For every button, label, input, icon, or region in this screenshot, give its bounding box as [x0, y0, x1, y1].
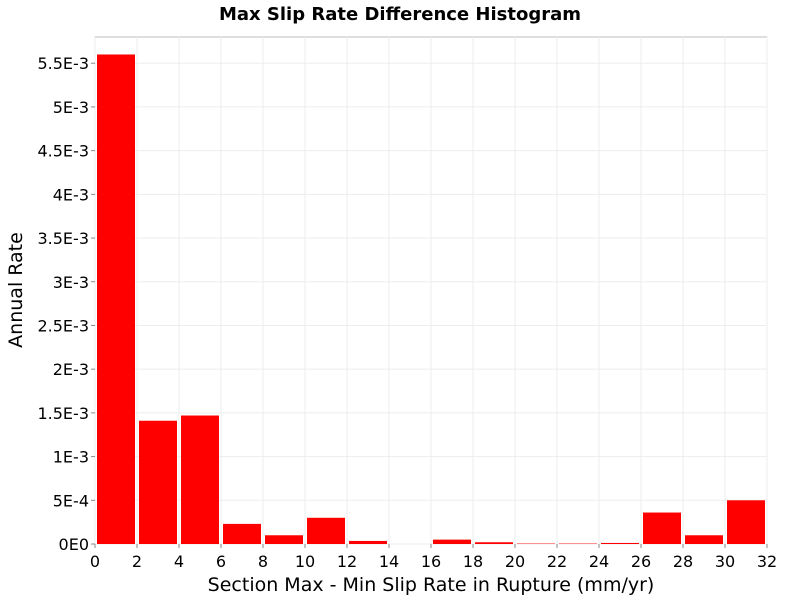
histogram-bar	[97, 54, 135, 544]
histogram-bar	[433, 540, 471, 544]
y-tick-label: 2E-3	[53, 360, 89, 379]
y-tick-label: 1.5E-3	[37, 404, 89, 423]
x-tick-label: 30	[715, 552, 735, 571]
x-tick-label: 24	[589, 552, 609, 571]
x-tick-label: 0	[90, 552, 100, 571]
y-tick-label: 0E0	[59, 535, 89, 554]
histogram-bar	[601, 543, 639, 544]
y-axis-label: Annual Rate	[5, 232, 27, 348]
y-tick-label: 5E-3	[53, 98, 89, 117]
histogram-bar	[223, 524, 261, 544]
histogram-bar	[139, 421, 177, 544]
chart-title: Max Slip Rate Difference Histogram	[219, 4, 581, 25]
x-tick-label: 10	[295, 552, 315, 571]
histogram-bar	[307, 518, 345, 544]
histogram-bar	[727, 500, 765, 544]
x-tick-label: 4	[174, 552, 184, 571]
x-axis-label: Section Max - Min Slip Rate in Rupture (…	[208, 574, 655, 596]
x-tick-label: 12	[337, 552, 357, 571]
x-tick-label: 2	[132, 552, 142, 571]
x-tick-label: 22	[547, 552, 567, 571]
x-tick-label: 6	[216, 552, 226, 571]
histogram-bar	[475, 542, 513, 544]
histogram-bar	[181, 416, 219, 544]
x-tick-label: 16	[421, 552, 441, 571]
histogram-bar	[643, 513, 681, 544]
x-tick-label: 20	[505, 552, 525, 571]
y-tick-label: 3.5E-3	[37, 229, 89, 248]
y-tick-labels: 0E0 5E-4 1E-3 1.5E-3 2E-3 2.5E-3 3E-3 3.5E-3 4E-…	[37, 54, 89, 554]
x-tick-label: 8	[258, 552, 268, 571]
y-tick-label: 4E-3	[53, 185, 89, 204]
y-tick-label: 3E-3	[53, 273, 89, 292]
y-tick-label: 1E-3	[53, 448, 89, 467]
y-tick-label: 4.5E-3	[37, 142, 89, 161]
histogram-bar	[265, 535, 303, 544]
x-tick-label: 14	[379, 552, 399, 571]
histogram-bar	[349, 541, 387, 544]
y-tick-label: 5E-4	[53, 491, 89, 510]
histogram-bar	[685, 535, 723, 544]
x-tick-label: 18	[463, 552, 483, 571]
x-tick-label: 28	[673, 552, 693, 571]
x-tick-label: 32	[757, 552, 777, 571]
x-tick-label: 26	[631, 552, 651, 571]
y-tick-label: 2.5E-3	[37, 316, 89, 335]
y-tick-label: 5.5E-3	[37, 54, 89, 73]
